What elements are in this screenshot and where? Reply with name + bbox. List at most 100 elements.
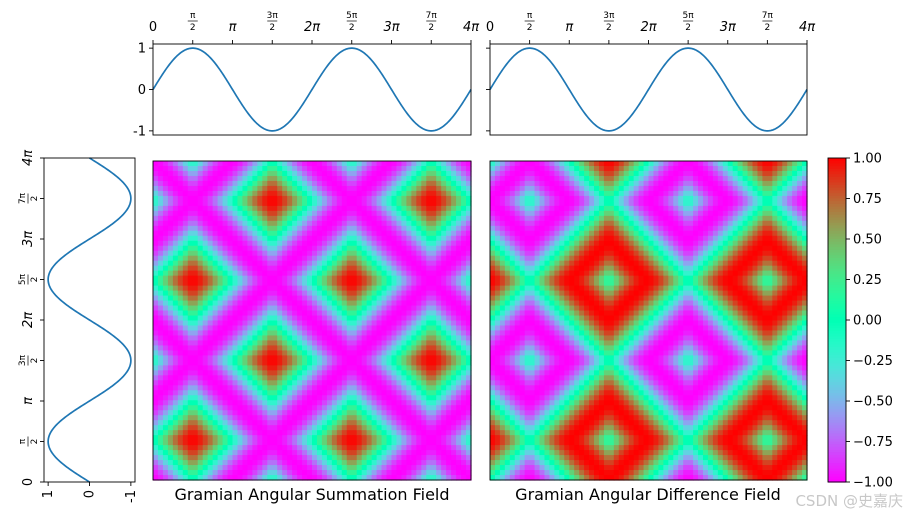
gasf-cell xyxy=(331,245,338,252)
gasf-cell xyxy=(336,385,343,391)
gasf-cell xyxy=(331,180,338,187)
gasf-cell xyxy=(297,380,303,386)
gasf-cell xyxy=(153,195,159,202)
gasf-cell xyxy=(461,185,467,192)
gadf-cell xyxy=(494,250,501,257)
gasf-cell xyxy=(157,470,164,476)
gasf-cell xyxy=(297,430,303,436)
gadf-cell xyxy=(554,385,560,391)
gasf-cell xyxy=(366,385,373,391)
gadf-cell xyxy=(490,235,496,242)
gasf-cell xyxy=(153,260,159,267)
gasf-cell xyxy=(252,380,258,386)
gasf-cell xyxy=(302,265,308,272)
gasf-cell xyxy=(237,370,244,376)
gadf-cell xyxy=(534,345,541,351)
gadf-cell xyxy=(554,220,560,227)
gadf-cell xyxy=(539,190,546,197)
gasf-cell xyxy=(416,185,422,192)
gasf-cell xyxy=(391,260,398,267)
gasf-cell xyxy=(307,365,313,371)
gasf-cell xyxy=(262,365,268,371)
gasf-cell xyxy=(302,215,308,222)
gasf-cell xyxy=(167,430,174,436)
gasf-cell xyxy=(162,335,169,342)
gasf-cell xyxy=(172,255,179,262)
gasf-cell xyxy=(282,405,288,411)
gasf-cell xyxy=(381,445,388,451)
gasf-cell xyxy=(411,180,417,187)
gasf-cell xyxy=(441,320,447,327)
gasf-cell xyxy=(237,161,244,167)
gasf-cell xyxy=(242,470,249,476)
gasf-cell xyxy=(406,450,412,456)
gasf-cell xyxy=(421,215,427,222)
gasf-cell xyxy=(371,355,378,361)
gasf-cell xyxy=(341,245,348,252)
gasf-cell xyxy=(411,385,417,391)
gasf-cell xyxy=(247,285,253,292)
gasf-cell xyxy=(411,215,417,222)
gasf-cell xyxy=(217,305,224,312)
gadf-cell xyxy=(494,310,501,317)
gasf-cell xyxy=(172,460,179,466)
gasf-cell xyxy=(153,225,159,232)
gasf-cell xyxy=(197,265,204,272)
gasf-cell xyxy=(381,215,388,222)
gasf-cell xyxy=(247,290,253,297)
gasf-cell xyxy=(222,290,229,297)
gasf-cell xyxy=(282,305,288,312)
gasf-cell xyxy=(162,400,169,406)
gasf-cell xyxy=(316,365,323,371)
gasf-cell xyxy=(262,320,268,327)
gasf-cell xyxy=(212,275,219,282)
gasf-cell xyxy=(177,290,184,297)
gasf-cell xyxy=(257,225,263,232)
gasf-cell xyxy=(406,470,412,476)
gasf-cell xyxy=(321,365,328,371)
gasf-cell xyxy=(237,195,244,202)
gasf-cell xyxy=(456,280,462,287)
gasf-cell xyxy=(267,410,273,416)
gasf-cell xyxy=(237,355,244,361)
gasf-cell xyxy=(277,315,283,322)
gadf-cell xyxy=(539,165,546,172)
gasf-cell xyxy=(202,175,209,182)
gasf-cell xyxy=(277,325,283,332)
gasf-cell xyxy=(232,325,239,332)
gasf-cell xyxy=(411,400,417,406)
gadf-cell xyxy=(544,260,551,267)
gasf-cell xyxy=(212,440,219,446)
gadf-cell xyxy=(544,430,551,436)
gasf-cell xyxy=(172,165,179,172)
gasf-cell xyxy=(386,290,393,297)
gasf-cell xyxy=(456,245,462,252)
gasf-cell xyxy=(411,235,417,242)
gasf-cell xyxy=(341,170,348,177)
gasf-cell xyxy=(376,355,383,361)
gadf-cell xyxy=(539,300,546,307)
gasf-cell xyxy=(376,290,383,297)
gadf-cell xyxy=(544,210,551,217)
gasf-cell xyxy=(431,455,437,461)
gasf-cell xyxy=(316,255,323,262)
gasf-cell xyxy=(262,300,268,307)
gasf-cell xyxy=(307,290,313,297)
gasf-cell xyxy=(192,400,199,406)
gasf-cell xyxy=(326,165,333,172)
gasf-cell xyxy=(302,430,308,436)
gasf-cell xyxy=(366,460,373,466)
gasf-cell xyxy=(466,430,472,436)
gasf-cell xyxy=(351,340,358,347)
gasf-cell xyxy=(302,335,308,342)
gadf-cell xyxy=(529,175,536,182)
gadf-cell xyxy=(544,465,551,471)
gasf-cell xyxy=(202,440,209,446)
gasf-cell xyxy=(396,320,403,327)
gasf-cell xyxy=(287,285,293,292)
gasf-cell xyxy=(371,315,378,322)
gasf-cell xyxy=(153,255,159,262)
gasf-cell xyxy=(172,435,179,441)
gasf-cell xyxy=(307,445,313,451)
gasf-cell xyxy=(316,161,323,167)
